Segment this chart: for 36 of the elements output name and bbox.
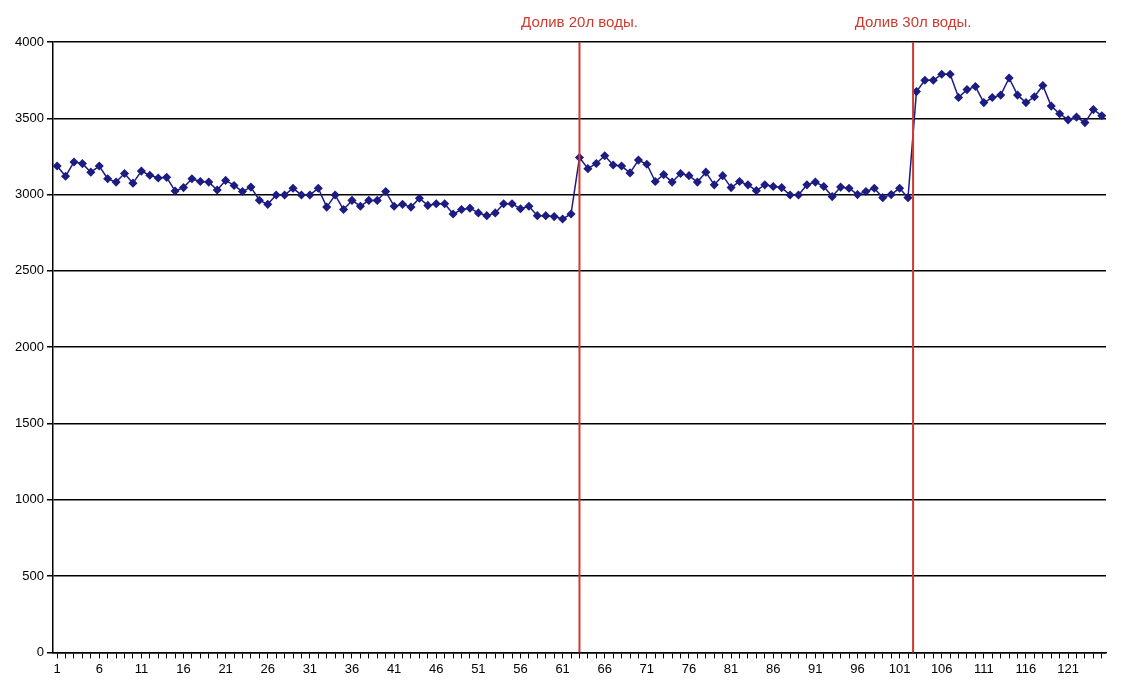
y-tick-label: 3000 xyxy=(15,186,44,202)
y-tick-label: 0 xyxy=(36,643,44,659)
x-tick-label: 36 xyxy=(344,660,360,676)
x-tick-label: 116 xyxy=(1015,660,1037,676)
x-tick-label: 26 xyxy=(260,660,275,676)
x-tick-label: 11 xyxy=(134,660,149,676)
x-tick-label: 66 xyxy=(597,660,612,676)
x-tick-label: 16 xyxy=(176,660,191,676)
x-tick-label: 91 xyxy=(808,660,823,676)
x-tick-label: 86 xyxy=(765,660,781,676)
x-tick-label: 76 xyxy=(681,660,697,676)
y-tick-label: 3500 xyxy=(15,109,44,125)
x-tick-label: 71 xyxy=(639,660,655,676)
x-tick-label: 41 xyxy=(386,660,402,676)
x-tick-label: 106 xyxy=(930,660,953,676)
x-tick-label: 111 xyxy=(973,660,994,676)
x-tick-label: 6 xyxy=(95,660,103,676)
x-tick-label: 56 xyxy=(513,660,528,676)
x-tick-label: 1 xyxy=(53,660,61,676)
y-tick-label: 1000 xyxy=(15,491,44,507)
x-tick-label: 46 xyxy=(429,660,444,676)
x-tick-label: 21 xyxy=(218,660,233,676)
x-tick-label: 51 xyxy=(471,660,486,676)
y-tick-label: 4000 xyxy=(15,33,44,49)
x-tick-label: 101 xyxy=(888,660,911,676)
y-tick-label: 1500 xyxy=(15,415,44,431)
y-tick-label: 2000 xyxy=(15,338,44,354)
x-tick-label: 81 xyxy=(723,660,739,676)
ref-line-label: Долив 20л воды. xyxy=(521,12,638,30)
x-tick-label: 96 xyxy=(850,660,865,676)
y-tick-label: 500 xyxy=(22,567,44,583)
ref-line-label: Долив 30л воды. xyxy=(854,12,972,30)
x-tick-label: 31 xyxy=(302,660,318,676)
x-tick-label: 121 xyxy=(1057,660,1079,676)
y-tick-label: 2500 xyxy=(15,262,44,278)
x-tick-label: 61 xyxy=(555,660,570,676)
